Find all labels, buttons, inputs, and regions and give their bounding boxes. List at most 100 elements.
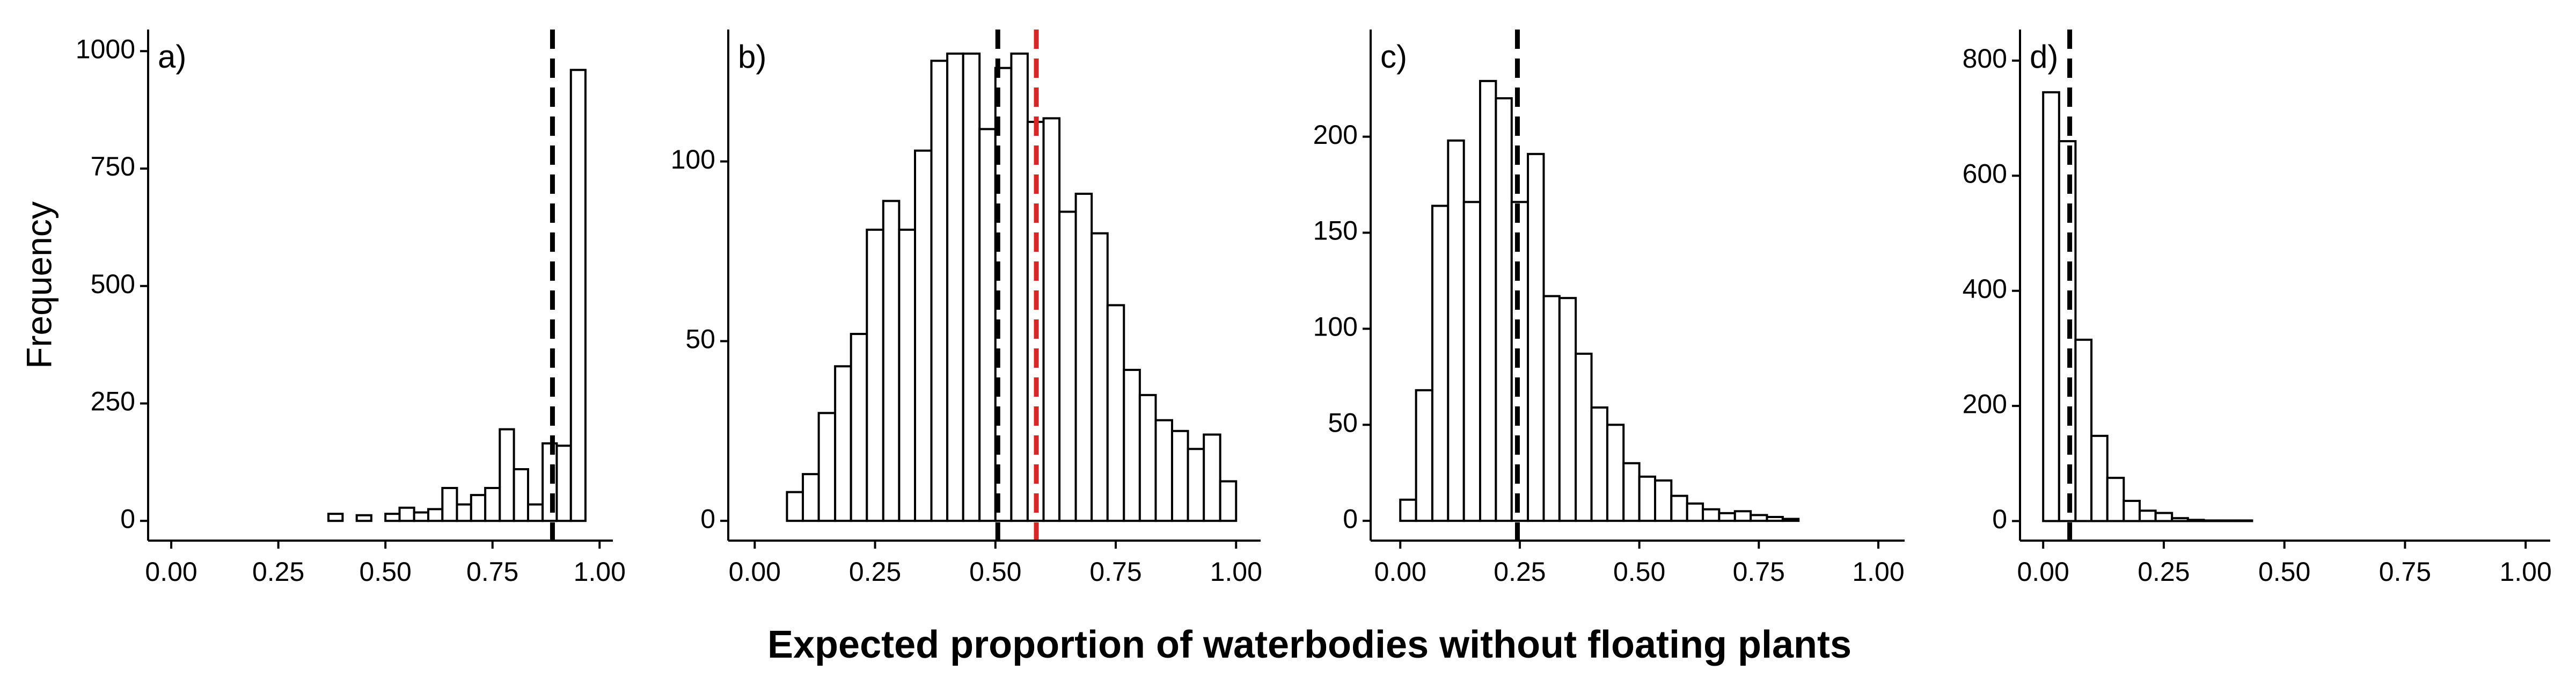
y-tick-label: 0	[120, 504, 135, 534]
panel-label: a)	[158, 39, 186, 75]
bar	[1542, 295, 1561, 522]
bar	[1042, 117, 1061, 522]
bar	[1670, 494, 1688, 522]
bar	[1091, 232, 1109, 522]
bar	[1495, 97, 1513, 522]
bar	[569, 69, 587, 522]
bar	[850, 333, 868, 522]
bar	[1575, 352, 1593, 522]
bar	[1462, 201, 1481, 522]
bar	[930, 60, 949, 522]
x-tick-label: 0.75	[466, 557, 518, 587]
x-tick-label: 0.50	[1613, 557, 1665, 587]
x-axis-title: Expected proportion of waterbodies witho…	[767, 623, 1851, 666]
x-tick-label: 0.75	[1089, 557, 1141, 587]
bar	[2154, 512, 2174, 522]
x-tick-label: 0.25	[849, 557, 901, 587]
bar	[786, 491, 804, 522]
bar	[1203, 433, 1221, 522]
bar	[866, 228, 884, 522]
bar	[914, 149, 933, 522]
bar	[1170, 429, 1189, 522]
bar	[1590, 406, 1608, 522]
bar	[526, 503, 544, 522]
bar	[1123, 368, 1141, 522]
y-tick-label: 100	[671, 144, 715, 174]
panel-label: b)	[738, 39, 766, 75]
bar	[1766, 515, 1784, 522]
bar	[1527, 152, 1545, 522]
y-tick-label: 150	[1313, 216, 1358, 246]
y-tick-label: 0	[700, 504, 715, 534]
x-tick-label: 0.50	[969, 557, 1021, 587]
bar	[2186, 519, 2205, 522]
y-tick-label: 750	[91, 151, 135, 181]
y-axis-title: Frequency	[19, 201, 58, 369]
bar	[1154, 419, 1173, 522]
y-tick-label: 200	[1313, 120, 1358, 150]
bar	[1733, 510, 1752, 522]
bar	[470, 494, 487, 522]
bar	[1138, 394, 1157, 522]
bar	[1606, 424, 1625, 522]
x-tick-label: 0.00	[1374, 557, 1426, 587]
x-tick-label: 0.75	[2379, 557, 2431, 587]
bar	[1479, 79, 1497, 522]
bar	[456, 503, 472, 522]
bar	[384, 513, 401, 522]
x-tick-label: 1.00	[2499, 557, 2551, 587]
y-tick-label: 100	[1313, 312, 1358, 342]
panel-label: c)	[1380, 39, 1407, 75]
x-tick-label: 1.00	[574, 557, 626, 587]
bar	[2123, 500, 2141, 522]
bar	[817, 412, 837, 522]
x-tick-label: 0.00	[145, 557, 197, 587]
x-tick-label: 0.00	[729, 557, 781, 587]
bar	[2042, 91, 2060, 522]
bar	[327, 513, 344, 522]
bar	[2235, 519, 2253, 522]
x-tick-label: 1.00	[1210, 557, 1262, 587]
x-tick-label: 0.75	[1733, 557, 1785, 587]
bar	[413, 511, 429, 522]
bar	[2138, 509, 2157, 522]
x-tick-label: 0.25	[252, 557, 304, 587]
bar	[484, 487, 501, 522]
bar	[355, 514, 372, 522]
bar	[1219, 480, 1238, 522]
y-tick-label: 400	[1963, 274, 2007, 304]
x-tick-label: 0.25	[2138, 557, 2190, 587]
y-tick-label: 200	[1963, 389, 2007, 419]
bar	[802, 473, 820, 522]
bar	[1654, 479, 1673, 522]
bar	[882, 200, 901, 522]
x-tick-label: 0.25	[1494, 557, 1546, 587]
bar	[441, 487, 458, 522]
bar	[1187, 448, 1205, 522]
bar	[946, 52, 964, 522]
bar	[2202, 519, 2222, 522]
bar	[499, 428, 515, 522]
bar	[2106, 477, 2125, 522]
bar	[427, 508, 444, 522]
bar	[978, 128, 997, 522]
bar	[398, 506, 415, 522]
bar	[1686, 502, 1704, 522]
bar	[1399, 498, 1417, 522]
bar	[2171, 517, 2189, 522]
bar	[834, 365, 852, 522]
x-tick-label: 0.00	[2017, 557, 2069, 587]
x-tick-label: 0.50	[360, 557, 412, 587]
x-tick-label: 0.50	[2258, 557, 2310, 587]
bar	[1106, 304, 1125, 522]
bar	[2090, 434, 2109, 522]
bar	[1010, 52, 1029, 522]
y-tick-label: 800	[1963, 43, 2007, 74]
y-tick-label: 50	[685, 324, 715, 354]
bar	[513, 468, 529, 522]
bar	[1622, 462, 1641, 522]
bar	[555, 445, 572, 522]
bar	[898, 228, 917, 522]
